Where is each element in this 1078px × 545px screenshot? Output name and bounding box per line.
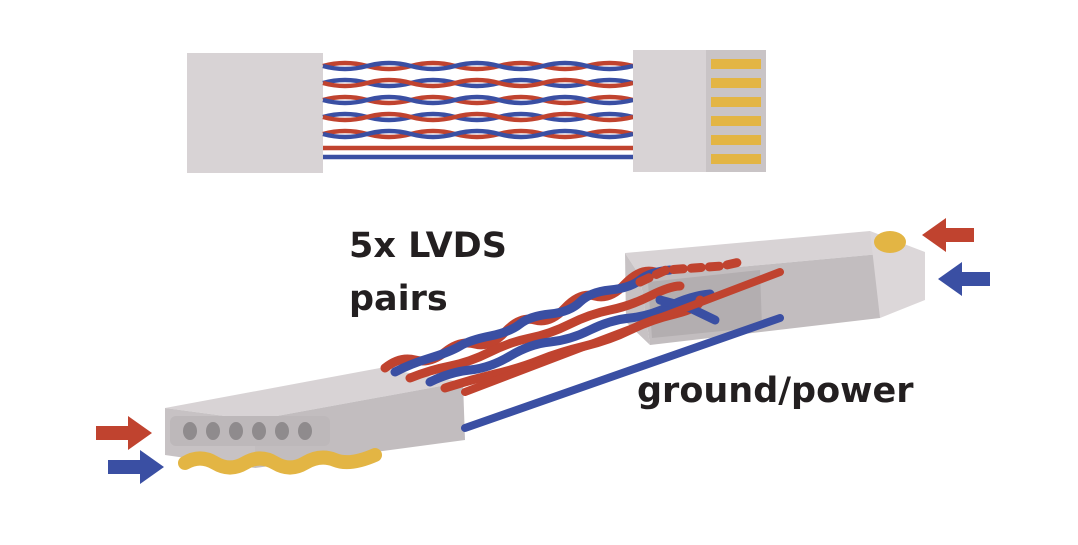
top-left-connector [187,53,323,173]
twisted-pair-2 [322,77,634,89]
red-arrow-icon [922,218,974,252]
blue-arrow-icon [108,450,164,484]
gold-contacts [711,59,761,164]
ground-power-label: ground/power [637,371,914,411]
twisted-pair-5 [322,128,634,140]
top-twisted-pairs [322,60,634,160]
diagonal-twisted-pairs [380,257,745,393]
blue-arrow-icon [938,262,990,296]
connector-holes [183,422,312,440]
lvds-label-line2: pairs [349,279,448,319]
twisted-pair-1 [322,60,634,72]
ground-wire-blue-3d [461,314,784,432]
twisted-pair-3 [322,94,634,106]
red-arrow-icon [96,416,152,450]
gold-braid [178,448,382,475]
lvds-label-line1: 5x LVDS [349,226,507,266]
left-3d-connector [165,368,465,475]
bottom-3d-cable [165,231,925,475]
power-wire-red [461,268,784,396]
twisted-pair-4 [322,111,634,123]
top-flat-cable [187,50,766,173]
